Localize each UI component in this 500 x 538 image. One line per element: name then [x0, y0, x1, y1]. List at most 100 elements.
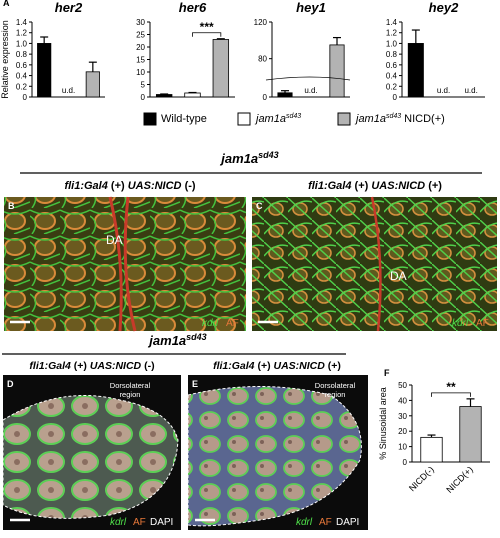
y-tick-label: 0	[23, 93, 28, 102]
bar	[37, 43, 52, 98]
bar	[407, 43, 424, 98]
axis-break	[265, 76, 351, 81]
bar	[184, 92, 201, 98]
region-label: region	[325, 390, 346, 399]
tissue	[187, 386, 362, 527]
y-tick-label: 15	[136, 56, 145, 65]
heading-name: jam1a	[147, 333, 186, 348]
vessel	[370, 196, 382, 332]
y-tick-label: 20	[398, 427, 407, 436]
y-tick-label: 25	[136, 31, 145, 40]
y-tick-label: 0.2	[16, 82, 28, 91]
y-tick-label: 0.2	[386, 82, 398, 91]
y-tick-label: 10	[398, 443, 407, 452]
bar	[85, 71, 100, 98]
significance-bracket	[192, 32, 222, 37]
legend-label: Wild-type	[161, 113, 207, 125]
construct: UAS:NICD	[371, 180, 425, 192]
construct-state: (-)	[144, 360, 155, 372]
stain-label: kdrl	[296, 517, 313, 528]
chart-title: hey1	[296, 0, 326, 15]
driver-state: (+)	[74, 360, 87, 372]
y-tick-label: 1.4	[386, 18, 398, 27]
stain-label: AF	[319, 517, 332, 528]
stain-label: kdrl	[110, 517, 127, 528]
y-axis-label: % Sinusoidal area	[378, 387, 388, 460]
subtitle: fli1:Gal4 (+) UAS:NICD (-)	[64, 180, 195, 192]
legend-suffix: NICD(+)	[404, 113, 445, 125]
micrograph-e: E Dorsolateral region kdrl AF DAPI	[187, 375, 368, 530]
micrograph-b: B DA kdrl AF	[4, 196, 246, 332]
region-label: Dorsolateral	[315, 381, 356, 390]
construct-state: (+)	[328, 360, 341, 372]
y-tick-label: 40	[398, 396, 407, 405]
micrograph	[252, 197, 497, 331]
driver-state: (+)	[355, 180, 369, 192]
panel-label: F	[384, 368, 390, 378]
region-label: Dorsolateral	[110, 381, 151, 390]
y-tick-label: 1.4	[16, 18, 28, 27]
stain-label: kdrl	[452, 318, 469, 329]
chart-title: hey2	[429, 0, 459, 15]
bar	[329, 44, 345, 98]
y-tick-label: 0	[141, 93, 146, 102]
heading: jam1asd43	[219, 150, 278, 166]
y-tick-label: 0.4	[386, 72, 398, 81]
stain-label: AF	[226, 318, 239, 329]
tissue	[2, 395, 179, 519]
y-tick-label: 0.4	[16, 72, 28, 81]
y-tick-label: 1.0	[16, 39, 28, 48]
bar	[212, 39, 230, 98]
stain-label: DAPI	[150, 517, 173, 528]
legend-label: jam1asd43	[254, 113, 301, 125]
legend-label: jam1asd43 NICD(+)	[354, 113, 445, 125]
panel-label: C	[256, 201, 263, 211]
significance-bracket	[431, 392, 471, 397]
y-tick-label: 120	[254, 18, 268, 27]
legend-swatch	[337, 112, 351, 126]
driver: fli1:Gal4	[64, 180, 107, 192]
landmark-label: DA	[106, 233, 123, 247]
y-tick-label: 10	[136, 68, 145, 77]
y-tick-label: 0.6	[16, 61, 28, 70]
subtitle: fli1:Gal4 (+) UAS:NICD (+)	[213, 360, 341, 372]
bar	[459, 406, 482, 463]
y-tick-label: 30	[398, 412, 407, 421]
heading-name: jam1a	[219, 151, 258, 166]
construct-state: (-)	[185, 180, 196, 192]
construct: UAS:NICD	[90, 360, 142, 372]
legend-name: jam1a	[354, 113, 386, 125]
driver-state: (+)	[111, 180, 125, 192]
stain-label: DAPI	[336, 517, 359, 528]
x-tick-label: NICD(-)	[407, 464, 436, 493]
panel-label: B	[8, 201, 15, 211]
value-label: u.d.	[437, 86, 450, 95]
construct: UAS:NICD	[128, 180, 182, 192]
stain-label: kdrl	[202, 318, 219, 329]
chart-title: her2	[55, 0, 83, 15]
y-tick-label: 0	[263, 93, 268, 102]
legend-swatch	[237, 112, 251, 126]
y-tick-label: 0	[403, 458, 408, 467]
construct-state: (+)	[428, 180, 442, 192]
driver: fli1:Gal4	[213, 360, 255, 372]
y-tick-label: 1.2	[386, 29, 398, 38]
micrograph-d: D Dorsolateral region kdrl AF DAPI	[2, 375, 181, 530]
y-tick-label: 30	[136, 18, 145, 27]
y-tick-label: 0	[393, 93, 398, 102]
stain-label: AF	[476, 318, 489, 329]
y-tick-label: 5	[141, 81, 146, 90]
legend-superscript: sd43	[286, 113, 301, 120]
panel-label: D	[7, 379, 14, 389]
heading-superscript: sd43	[186, 332, 207, 342]
y-tick-label: 80	[258, 55, 267, 64]
legend-name: jam1a	[254, 113, 286, 125]
landmark-label: DA	[390, 269, 407, 283]
y-tick-label: 1.2	[16, 29, 28, 38]
micrograph-c: C DA kdrl AF	[252, 196, 497, 332]
significance-label: ***	[200, 20, 214, 34]
y-tick-label: 0.8	[386, 50, 398, 59]
stain-label: AF	[133, 517, 146, 528]
legend-superscript: sd43	[386, 113, 401, 120]
